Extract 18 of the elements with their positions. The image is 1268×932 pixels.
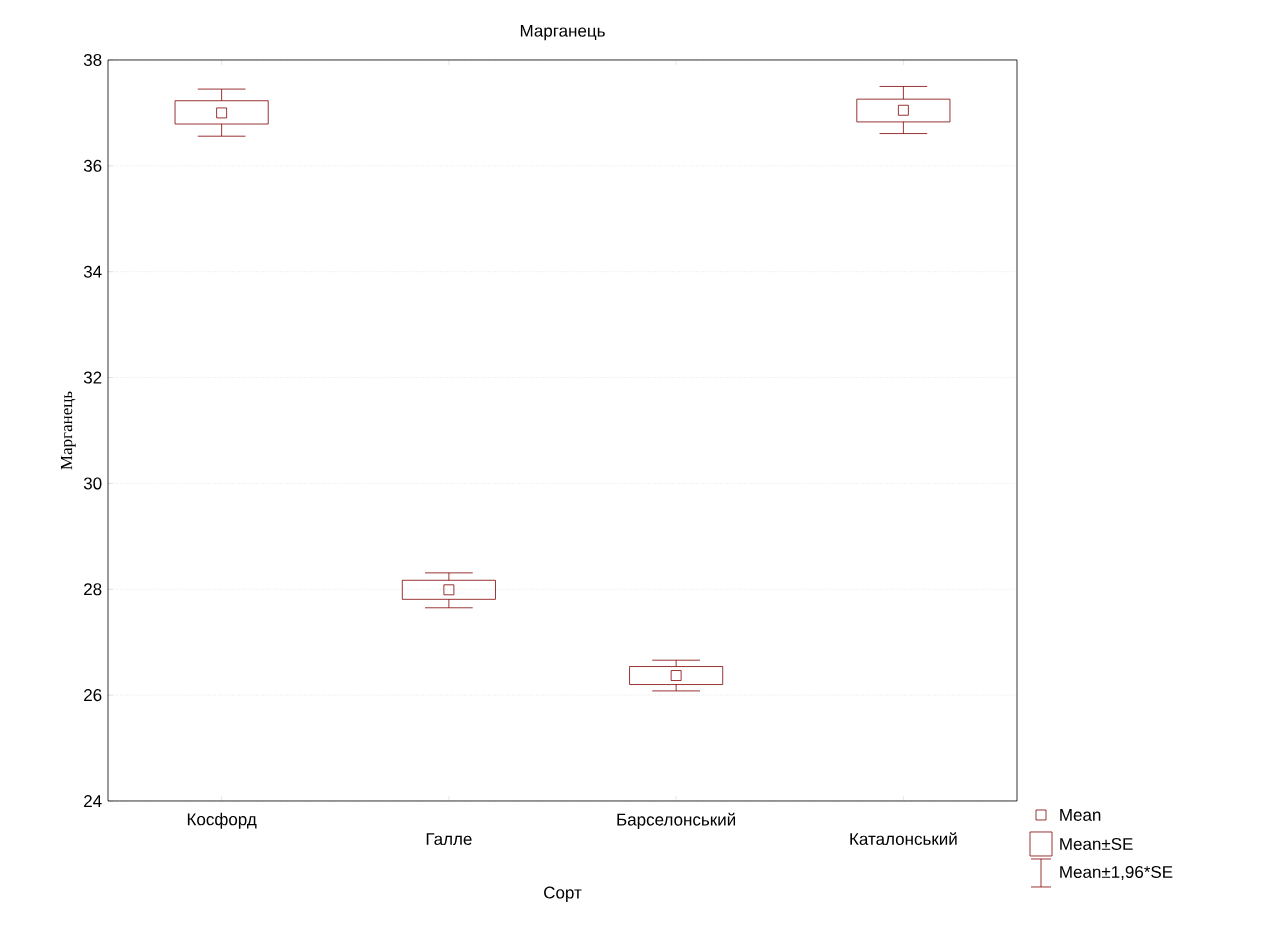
x-tick-label: Барселонський — [617, 812, 736, 829]
y-axis-title: Марганець — [60, 391, 76, 470]
text: Mean — [1060, 809, 1101, 821]
x-axis-title: Сорт — [544, 886, 582, 902]
chart-title: Марганець — [520, 24, 605, 41]
x-tick-label: Косфорд — [187, 812, 257, 829]
y-tick-label: 36 — [83, 159, 102, 172]
x-tick-label: Галле — [426, 833, 472, 846]
text: Mean±1,96*SE — [1060, 865, 1173, 880]
y-tick-label: 26 — [84, 689, 102, 702]
y-tick-label: 28 — [84, 583, 102, 596]
y-tick-label: 30 — [83, 477, 102, 490]
y-tick-label: 24 — [84, 795, 102, 807]
y-tick-label: 32 — [83, 371, 102, 384]
y-tick-label: 38 — [83, 53, 102, 67]
y-tick-label: 34 — [83, 265, 102, 278]
x-tick-label: Каталонський — [850, 832, 957, 846]
text: Mean±SE — [1060, 837, 1133, 851]
